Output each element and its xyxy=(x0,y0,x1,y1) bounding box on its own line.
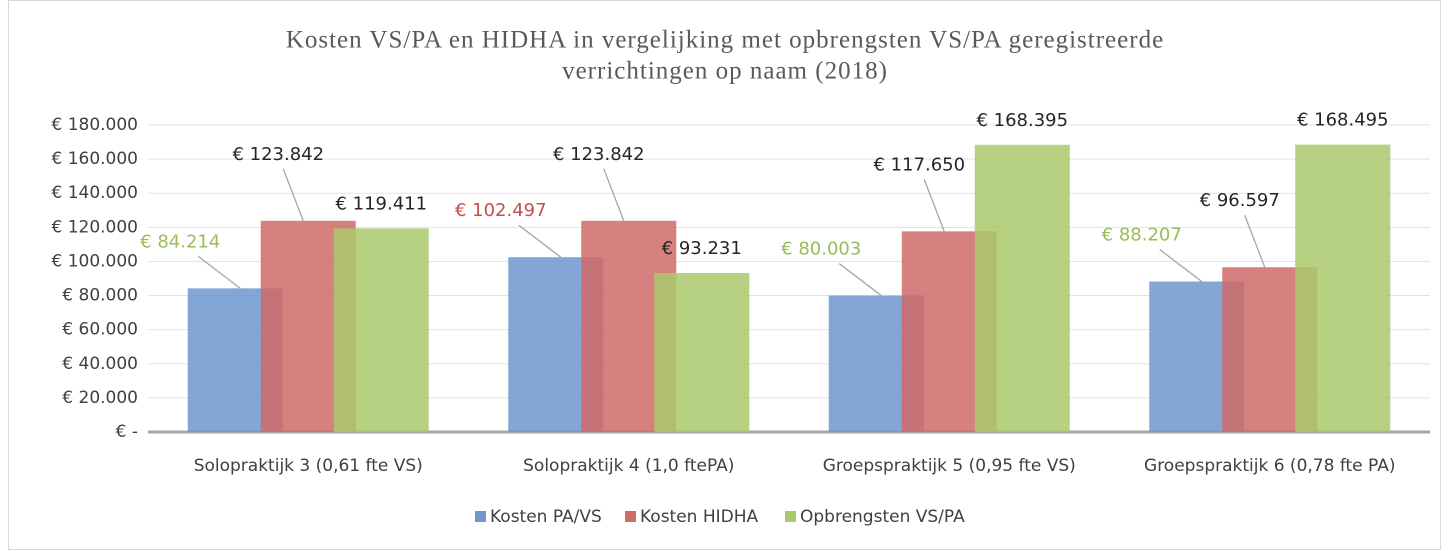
y-tick-label: € 20.000 xyxy=(62,388,138,408)
bar xyxy=(333,228,429,432)
leader-line xyxy=(1244,215,1266,268)
x-tick-label: Solopraktijk 4 (1,0 ftePA) xyxy=(523,456,734,476)
legend-label: Opbrengsten VS/PA xyxy=(800,507,965,527)
bar xyxy=(1295,144,1391,432)
data-label: € 119.411 xyxy=(335,193,427,214)
y-tick-label: € - xyxy=(116,422,138,442)
data-label: € 102.497 xyxy=(455,200,547,221)
x-tick-label: Groepspraktijk 5 (0,95 fte VS) xyxy=(823,456,1076,476)
y-tick-label: € 180.000 xyxy=(51,115,138,135)
data-label: € 88.207 xyxy=(1102,225,1182,246)
data-label: € 168.395 xyxy=(976,110,1068,131)
legend-label: Kosten HIDHA xyxy=(640,507,759,527)
leader-line xyxy=(603,168,625,222)
y-tick-label: € 120.000 xyxy=(51,217,138,237)
data-label: € 84.214 xyxy=(140,231,220,252)
y-tick-label: € 40.000 xyxy=(62,354,138,374)
legend-swatch xyxy=(625,511,636,522)
leader-line xyxy=(518,224,562,258)
legend-swatch xyxy=(475,511,486,522)
data-label: € 123.842 xyxy=(232,144,324,165)
data-label: € 96.597 xyxy=(1200,190,1280,211)
leader-line xyxy=(838,263,882,297)
leader-line xyxy=(197,255,241,289)
leader-line xyxy=(1159,249,1203,283)
y-tick-label: € 100.000 xyxy=(51,251,138,271)
bar xyxy=(654,272,750,432)
chart-title: verrichtingen op naam (2018) xyxy=(562,58,888,85)
y-tick-label: € 80.000 xyxy=(62,286,138,306)
chart-title: Kosten VS/PA en HIDHA in vergelijking me… xyxy=(286,27,1164,54)
data-label: € 123.842 xyxy=(553,144,645,165)
data-label: € 117.650 xyxy=(873,154,965,175)
leader-line xyxy=(923,179,945,232)
y-tick-label: € 140.000 xyxy=(51,183,138,203)
bar xyxy=(974,144,1070,432)
legend-label: Kosten PA/VS xyxy=(490,507,602,527)
data-label: € 80.003 xyxy=(781,239,861,260)
y-tick-label: € 160.000 xyxy=(51,149,138,169)
y-tick-label: € 60.000 xyxy=(62,320,138,340)
data-label: € 168.495 xyxy=(1297,110,1389,131)
x-tick-label: Groepspraktijk 6 (0,78 fte PA) xyxy=(1144,456,1395,476)
leader-line xyxy=(282,168,304,222)
data-label: € 93.231 xyxy=(662,238,742,259)
legend-swatch xyxy=(785,511,796,522)
x-tick-label: Solopraktijk 3 (0,61 fte VS) xyxy=(194,456,423,476)
